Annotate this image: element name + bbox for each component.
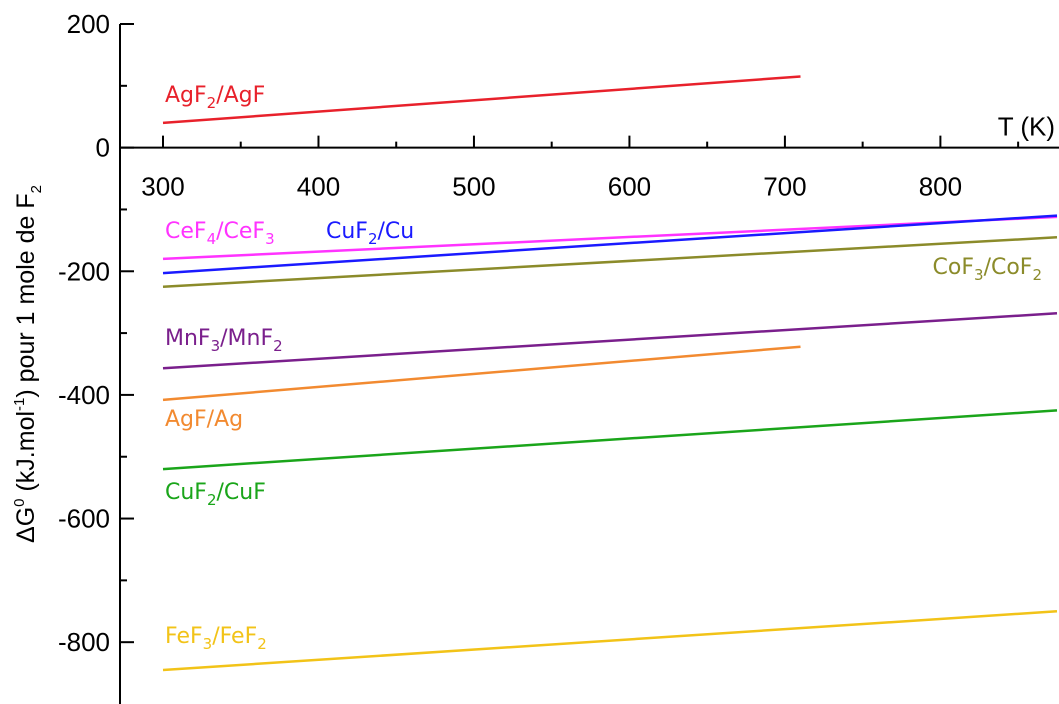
- series-line-1: [162, 215, 1058, 261]
- series-label-3: CoF3/CoF2: [933, 255, 1042, 284]
- series-label-7: FeF3/FeF2: [165, 624, 267, 653]
- y-tick-label: -800: [58, 627, 110, 657]
- series-line-2: [162, 214, 1058, 275]
- y-tick-label: -600: [58, 504, 110, 534]
- series-line-4: [162, 312, 1058, 370]
- x-tick-label: 800: [919, 172, 962, 202]
- series-line-5: [162, 345, 801, 402]
- series-label-6: CuF2/CuF: [165, 480, 266, 509]
- x-tick-label: 300: [141, 172, 184, 202]
- series-labels: AgF2/AgF CeF4/CeF3 CuF2/Cu CoF3/CoF2 MnF3/Mn…: [165, 83, 1042, 653]
- series-label-5: AgF/Ag: [165, 407, 243, 432]
- y-tick-label: 0: [96, 133, 110, 163]
- y-tick-label: 200: [67, 9, 110, 39]
- series-label-2: CuF2/Cu: [326, 219, 414, 248]
- y-axis-title: ΔG0 (kJ.mol-1) pour 1 mole de F2: [11, 185, 45, 543]
- x-axis: 300 400 500 600 700 800: [120, 135, 1059, 202]
- series-line-6: [162, 409, 1058, 471]
- x-tick-label: 700: [763, 172, 806, 202]
- y-axis: 200 0 -200 -400 -600 -800: [58, 9, 134, 704]
- y-tick-label: -200: [58, 256, 110, 286]
- series-line-0: [162, 75, 801, 125]
- series-label-1: CeF4/CeF3: [165, 219, 275, 248]
- x-tick-label: 500: [452, 172, 495, 202]
- x-tick-label: 600: [608, 172, 651, 202]
- series-label-4: MnF3/MnF2: [165, 326, 283, 355]
- series-lines: [162, 75, 1058, 672]
- y-tick-label: -400: [58, 380, 110, 410]
- y-axis-label: ΔG0 (kJ.mol-1) pour 1 mole de F2: [11, 185, 45, 543]
- series-line-7: [162, 610, 1058, 672]
- series-label-0: AgF2/AgF: [165, 83, 265, 112]
- series-line-3: [162, 236, 1058, 288]
- x-axis-title: T (K): [998, 112, 1055, 142]
- x-tick-label: 400: [297, 172, 340, 202]
